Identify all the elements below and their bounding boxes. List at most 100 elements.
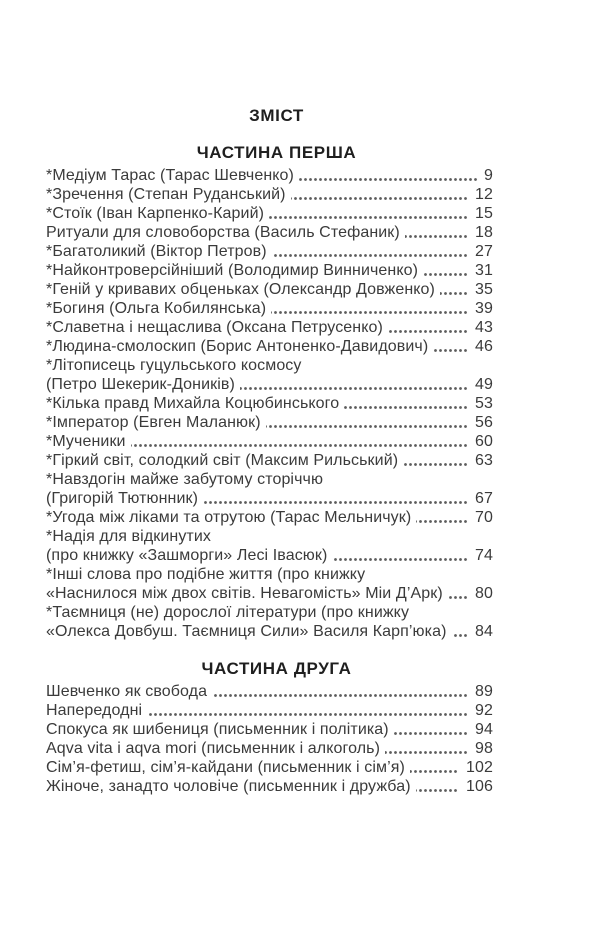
entry-title: Сім’я-фетиш, сім’я-кайдани (письменник і… xyxy=(46,759,410,776)
toc-entry: *Зречення (Степан Руданський) 12 xyxy=(46,185,493,204)
toc-entry-line: *Навздогін майже забутому сторіччю xyxy=(46,470,493,489)
toc-entry: *Геній у кривавих обценьках (Олександр Д… xyxy=(46,280,493,299)
entry-title: *Медіум Тарас (Тарас Шевченко) xyxy=(46,167,299,184)
entry-page-number: 74 xyxy=(468,546,493,565)
toc-entry: Жіноче, занадто чоловіче (письменник і д… xyxy=(46,777,493,796)
toc-entry: *Таємниця (не) дорослої літератури (про … xyxy=(46,603,493,641)
entry-title: *Багатоликий (Віктор Петров) xyxy=(46,243,272,260)
toc-entry: Спокуса як шибениця (письменник і політи… xyxy=(46,720,493,739)
entry-title: Aqva vita і aqva mori (письменник і алко… xyxy=(46,740,386,757)
toc-entry-line: Шевченко як свобода 89 xyxy=(46,682,493,701)
entry-title: *Славетна і нещаслива (Оксана Петрусенко… xyxy=(46,319,388,336)
toc-entry: Напередодні 92 xyxy=(46,701,493,720)
toc-entry-line: *Геній у кривавих обценьках (Олександр Д… xyxy=(46,280,493,299)
entry-page-number: 92 xyxy=(468,701,493,720)
entry-title: *Таємниця (не) дорослої літератури (про … xyxy=(46,604,415,621)
toc-entry-line: *Угода між ліками та отрутою (Тарас Мель… xyxy=(46,508,493,527)
toc-entry-line: *Людина-смолоскип (Борис Антоненко-Давид… xyxy=(46,337,493,356)
toc-entry-line: *Інші слова про подібне життя (про книжк… xyxy=(46,565,493,584)
toc-entry: Aqva vita і aqva mori (письменник і алко… xyxy=(46,739,493,758)
toc-entry: *Людина-смолоскип (Борис Антоненко-Давид… xyxy=(46,337,493,356)
toc-entry-line: *Найконтроверсійніший (Володимир Винниче… xyxy=(46,261,493,280)
toc-entry: *Медіум Тарас (Тарас Шевченко) 9 xyxy=(46,166,493,185)
entry-page-number: 46 xyxy=(468,337,493,356)
entry-title: Жіноче, занадто чоловіче (письменник і д… xyxy=(46,778,416,795)
toc-page: ЗМІСТ ЧАСТИНА ПЕРША *Медіум Тарас (Тарас … xyxy=(46,0,493,796)
toc-entry-line: Напередодні 92 xyxy=(46,701,493,720)
toc-entry-line: (Григорій Тютюнник) 67 xyxy=(46,489,493,508)
entry-page-number: 56 xyxy=(468,413,493,432)
entry-page-number: 9 xyxy=(477,166,493,185)
entry-title: *Літописець гуцульського космосу xyxy=(46,357,307,374)
entry-title: Ритуали для словоборства (Василь Стефани… xyxy=(46,224,405,241)
toc-entry: *Гіркий світ, солодкий світ (Максим Риль… xyxy=(46,451,493,470)
toc-entry-line: Сім’я-фетиш, сім’я-кайдани (письменник і… xyxy=(46,758,493,777)
toc-entry-line: *Літописець гуцульського космосу xyxy=(46,356,493,375)
entry-page-number: 98 xyxy=(468,739,493,758)
section-heading: ЧАСТИНА ДРУГА xyxy=(201,659,352,678)
entry-title: *Людина-смолоскип (Борис Антоненко-Давид… xyxy=(46,338,434,355)
entry-page-number: 15 xyxy=(468,204,493,223)
toc-entry: *Угода між ліками та отрутою (Тарас Мель… xyxy=(46,508,493,527)
toc-entry-line: (про книжку «Зашморги» Лесі Івасюк) 74 xyxy=(46,546,493,565)
entry-title: Спокуса як шибениця (письменник і політи… xyxy=(46,721,394,738)
entry-page-number: 94 xyxy=(468,720,493,739)
entry-page-number: 43 xyxy=(468,318,493,337)
toc-entry: *Мученики 60 xyxy=(46,432,493,451)
toc-entry: *Найконтроверсійніший (Володимир Винниче… xyxy=(46,261,493,280)
entry-title: *Імператор (Евген Маланюк) xyxy=(46,414,266,431)
toc-entry-line: «Наснилося між двох світів. Невагомість»… xyxy=(46,584,493,603)
toc-entry: *Славетна і нещаслива (Оксана Петрусенко… xyxy=(46,318,493,337)
entry-page-number: 102 xyxy=(459,758,493,777)
entry-page-number: 84 xyxy=(468,622,493,641)
entry-page-number: 35 xyxy=(468,280,493,299)
toc-entry: *Багатоликий (Віктор Петров) 27 xyxy=(46,242,493,261)
toc-entry-line: «Олекса Довбуш. Таємниця Сили» Василя Ка… xyxy=(46,622,493,641)
entry-title: Напередодні xyxy=(46,702,148,719)
toc-entry: Сім’я-фетиш, сім’я-кайдани (письменник і… xyxy=(46,758,493,777)
entry-title: (Григорій Тютюнник) xyxy=(46,490,204,507)
entry-page-number: 70 xyxy=(468,508,493,527)
page-title: ЗМІСТ xyxy=(249,106,304,125)
toc-entry: *Кілька правд Михайла Коцюбинського 53 xyxy=(46,394,493,413)
entry-page-number: 18 xyxy=(468,223,493,242)
toc-entry: *Надія для відкинутих (про книжку «Зашмор… xyxy=(46,527,493,565)
entry-title: «Наснилося між двох світів. Невагомість»… xyxy=(46,585,448,602)
entry-title: *Кілька правд Михайла Коцюбинського xyxy=(46,395,345,412)
entry-page-number: 12 xyxy=(468,185,493,204)
entry-page-number: 80 xyxy=(468,584,493,603)
entry-page-number: 53 xyxy=(468,394,493,413)
toc-entry-line: *Імператор (Евген Маланюк) 56 xyxy=(46,413,493,432)
entry-title: *Богиня (Ольга Кобилянська) xyxy=(46,300,272,317)
toc-entry: *Літописець гуцульського космосу (Петро Ш… xyxy=(46,356,493,394)
toc-entry-line: *Гіркий світ, солодкий світ (Максим Риль… xyxy=(46,451,493,470)
entry-page-number: 67 xyxy=(468,489,493,508)
entry-title: *Інші слова про подібне життя (про книжк… xyxy=(46,566,371,583)
entry-title: *Стоїк (Іван Карпенко-Карий) xyxy=(46,205,270,222)
toc-entry-line: *Таємниця (не) дорослої літератури (про … xyxy=(46,603,493,622)
toc-sections: ЧАСТИНА ПЕРША *Медіум Тарас (Тарас Шевчен… xyxy=(46,143,493,796)
toc-entry-line: *Медіум Тарас (Тарас Шевченко) 9 xyxy=(46,166,493,185)
entry-title: Шевченко як свобода xyxy=(46,683,213,700)
entry-title: *Надія для відкинутих xyxy=(46,528,216,545)
section-heading: ЧАСТИНА ПЕРША xyxy=(196,143,357,162)
toc-entry-line: Aqva vita і aqva mori (письменник і алко… xyxy=(46,739,493,758)
entry-title: «Олекса Довбуш. Таємниця Сили» Василя Ка… xyxy=(46,623,452,640)
entry-title: *Угода між ліками та отрутою (Тарас Мель… xyxy=(46,509,417,526)
entry-title: (про книжку «Зашморги» Лесі Івасюк) xyxy=(46,547,333,564)
toc-entry-line: Жіноче, занадто чоловіче (письменник і д… xyxy=(46,777,493,796)
entry-page-number: 106 xyxy=(459,777,493,796)
toc-entry-line: *Стоїк (Іван Карпенко-Карий) 15 xyxy=(46,204,493,223)
toc-entry-line: *Славетна і нещаслива (Оксана Петрусенко… xyxy=(46,318,493,337)
toc-entry-line: *Зречення (Степан Руданський) 12 xyxy=(46,185,493,204)
entry-page-number: 39 xyxy=(468,299,493,318)
entry-page-number: 89 xyxy=(468,682,493,701)
toc-entry: *Богиня (Ольга Кобилянська) 39 xyxy=(46,299,493,318)
toc-entry: Шевченко як свобода 89 xyxy=(46,682,493,701)
toc-entry: *Стоїк (Іван Карпенко-Карий) 15 xyxy=(46,204,493,223)
toc-entry-line: *Багатоликий (Віктор Петров) 27 xyxy=(46,242,493,261)
entry-title: *Гіркий світ, солодкий світ (Максим Риль… xyxy=(46,452,404,469)
entry-page-number: 60 xyxy=(468,432,493,451)
entry-title: (Петро Шекерик-Доників) xyxy=(46,376,240,393)
toc-section: ЧАСТИНА ДРУГА Шевченко як свобода 89 Напере… xyxy=(46,659,493,796)
